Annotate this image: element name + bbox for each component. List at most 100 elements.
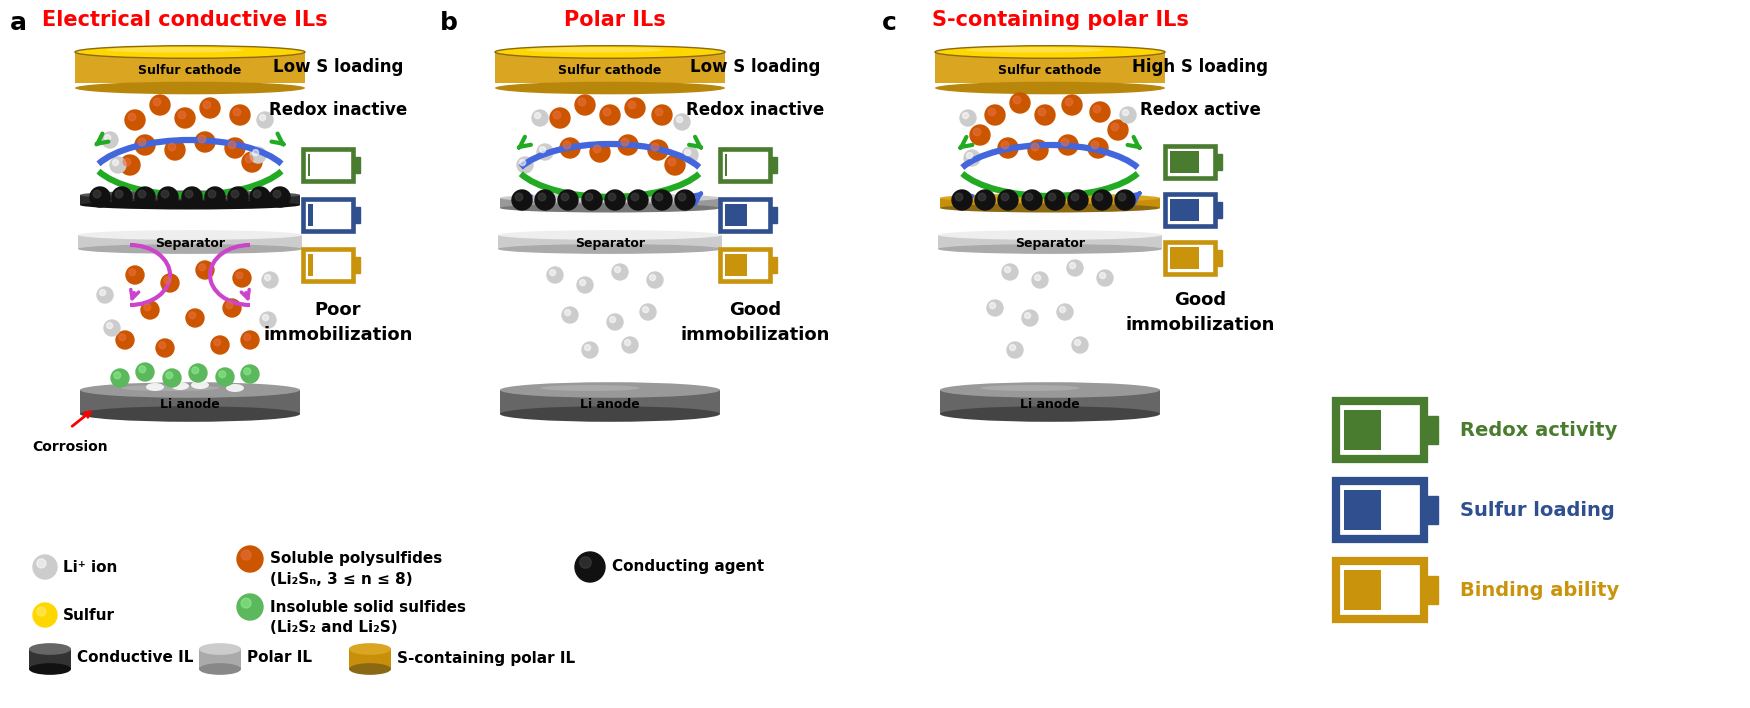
- Circle shape: [242, 598, 250, 608]
- Circle shape: [243, 368, 250, 375]
- Bar: [721, 199, 770, 231]
- Circle shape: [560, 138, 579, 158]
- Bar: [938, 235, 1162, 249]
- Circle shape: [1094, 105, 1101, 113]
- Circle shape: [676, 190, 695, 210]
- Bar: [348, 649, 390, 669]
- Ellipse shape: [499, 230, 723, 240]
- Circle shape: [514, 193, 523, 201]
- Text: Conductive IL: Conductive IL: [77, 651, 194, 666]
- Circle shape: [107, 323, 112, 329]
- Circle shape: [273, 190, 280, 198]
- Circle shape: [229, 105, 250, 125]
- Circle shape: [119, 334, 126, 341]
- Text: b: b: [439, 11, 458, 35]
- Bar: [1335, 481, 1424, 539]
- Circle shape: [262, 272, 278, 288]
- Bar: [1344, 570, 1381, 610]
- Circle shape: [1120, 107, 1136, 123]
- Circle shape: [537, 144, 553, 160]
- Circle shape: [653, 105, 672, 125]
- Circle shape: [1068, 260, 1083, 276]
- Bar: [721, 249, 770, 281]
- Circle shape: [1118, 193, 1125, 201]
- Ellipse shape: [75, 81, 304, 94]
- Bar: [1424, 576, 1438, 604]
- Bar: [1214, 251, 1222, 266]
- Circle shape: [1006, 342, 1024, 358]
- Text: Good: Good: [1174, 291, 1227, 309]
- Circle shape: [989, 108, 996, 116]
- Circle shape: [966, 152, 973, 159]
- Text: Polar IL: Polar IL: [247, 651, 312, 666]
- Circle shape: [164, 140, 186, 160]
- Ellipse shape: [107, 47, 243, 52]
- Circle shape: [110, 369, 130, 387]
- Circle shape: [516, 157, 534, 173]
- Ellipse shape: [191, 381, 208, 389]
- Circle shape: [614, 266, 621, 273]
- Bar: [308, 253, 313, 276]
- Text: Sulfur cathode: Sulfur cathode: [997, 64, 1102, 76]
- Circle shape: [579, 556, 592, 569]
- Circle shape: [628, 190, 648, 210]
- Circle shape: [259, 115, 266, 120]
- Text: Sulfur cathode: Sulfur cathode: [138, 64, 242, 76]
- Ellipse shape: [172, 382, 189, 390]
- Circle shape: [154, 98, 161, 105]
- Circle shape: [215, 368, 235, 386]
- Circle shape: [264, 275, 271, 280]
- Circle shape: [1071, 193, 1078, 201]
- Circle shape: [105, 135, 110, 141]
- Circle shape: [1032, 272, 1048, 288]
- Circle shape: [674, 114, 690, 130]
- Bar: [940, 390, 1160, 414]
- Circle shape: [1092, 141, 1099, 149]
- Circle shape: [130, 269, 136, 275]
- Circle shape: [124, 110, 145, 130]
- Ellipse shape: [80, 382, 299, 398]
- Circle shape: [93, 190, 102, 198]
- Circle shape: [654, 108, 663, 116]
- Circle shape: [618, 135, 639, 155]
- Circle shape: [1060, 138, 1069, 146]
- Circle shape: [576, 95, 595, 115]
- Circle shape: [961, 110, 977, 126]
- Bar: [75, 52, 304, 83]
- Circle shape: [653, 190, 672, 210]
- Text: Good: Good: [730, 301, 780, 319]
- Circle shape: [1003, 264, 1018, 280]
- Circle shape: [270, 187, 290, 207]
- Ellipse shape: [348, 663, 390, 675]
- Circle shape: [684, 149, 691, 156]
- Circle shape: [539, 193, 546, 201]
- Text: Sulfur loading: Sulfur loading: [1460, 501, 1615, 520]
- Circle shape: [150, 95, 170, 115]
- Circle shape: [1022, 310, 1038, 326]
- Circle shape: [550, 270, 556, 275]
- Circle shape: [128, 113, 136, 121]
- Bar: [1214, 202, 1222, 217]
- Bar: [1166, 242, 1214, 274]
- Circle shape: [590, 142, 611, 162]
- Bar: [303, 149, 354, 181]
- Circle shape: [668, 158, 676, 166]
- Circle shape: [682, 147, 698, 163]
- Ellipse shape: [940, 193, 1160, 202]
- Circle shape: [236, 546, 262, 572]
- Text: immobilization: immobilization: [262, 326, 413, 344]
- Circle shape: [100, 290, 105, 296]
- Ellipse shape: [940, 406, 1160, 422]
- Circle shape: [1069, 263, 1076, 268]
- Text: S-containing polar ILs: S-containing polar ILs: [931, 10, 1188, 30]
- Circle shape: [1048, 193, 1055, 201]
- Text: Separator: Separator: [156, 237, 226, 251]
- Circle shape: [186, 190, 192, 198]
- Circle shape: [164, 277, 172, 284]
- Ellipse shape: [500, 382, 719, 398]
- Text: Insoluble solid sulfides: Insoluble solid sulfides: [270, 600, 466, 615]
- Circle shape: [607, 314, 623, 330]
- Circle shape: [192, 367, 200, 374]
- Circle shape: [112, 187, 131, 207]
- Circle shape: [606, 190, 625, 210]
